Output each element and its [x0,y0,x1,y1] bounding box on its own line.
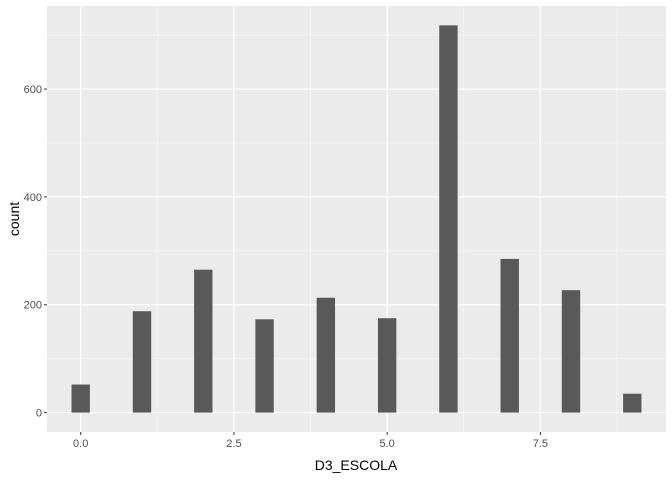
bar-4 [316,297,336,413]
y-tick-label: 200 [24,300,42,312]
y-tick-label: 600 [24,84,42,96]
bars [71,25,642,413]
y-tick-label: 0 [36,408,42,420]
x-tick-label: 5.0 [379,438,394,450]
bar-6 [439,25,458,413]
tick-labels: 0.0 2.5 5.0 7.5 0 200 400 600 [24,84,548,450]
bar-8 [561,290,581,413]
bar-2 [194,269,213,413]
bar-1 [132,311,152,413]
axis-ticks [44,88,541,435]
x-axis-title: D3_ESCOLA [315,457,398,473]
bar-5 [377,318,397,413]
x-tick-label: 0.0 [73,438,88,450]
x-tick-label: 2.5 [226,438,241,450]
y-axis-title: count [6,202,22,236]
bar-7 [500,258,519,413]
bar-3 [255,319,274,413]
minor-gridlines [47,6,666,432]
bar-0 [71,384,90,413]
bar-9 [623,393,642,413]
x-tick-label: 7.5 [533,438,548,450]
y-tick-label: 400 [24,192,42,204]
